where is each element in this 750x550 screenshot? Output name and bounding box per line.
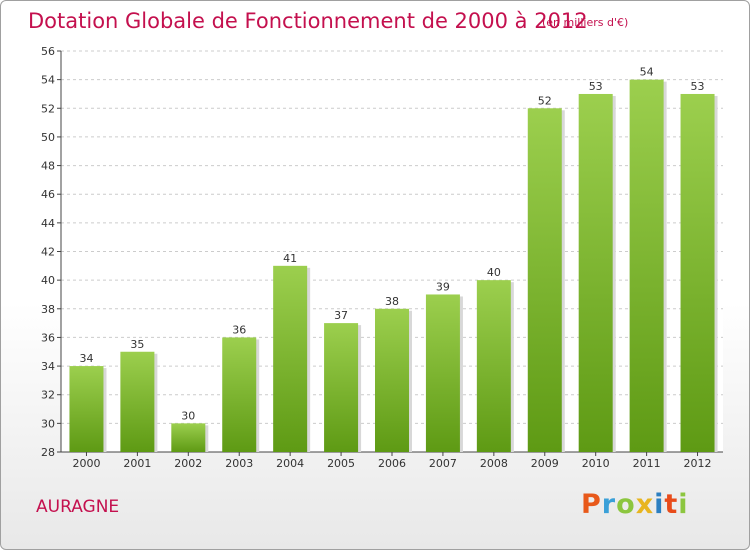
x-tick-label: 2011 bbox=[633, 457, 661, 470]
x-tick-label: 2006 bbox=[378, 457, 406, 470]
data-label: 39 bbox=[436, 280, 450, 293]
bar bbox=[171, 423, 206, 452]
proxiti-logo[interactable]: Proxiti bbox=[581, 489, 689, 520]
data-label: 52 bbox=[538, 94, 552, 107]
x-tick-label: 2008 bbox=[480, 457, 508, 470]
y-tick-label: 30 bbox=[41, 417, 55, 430]
bar bbox=[578, 93, 613, 452]
commune-name: AURAGNE bbox=[36, 497, 120, 517]
data-label: 35 bbox=[130, 338, 144, 351]
bar bbox=[222, 337, 257, 452]
bar bbox=[273, 265, 308, 452]
bar bbox=[69, 366, 104, 452]
x-tick-label: 2001 bbox=[123, 457, 151, 470]
x-tick-label: 2000 bbox=[72, 457, 100, 470]
x-tick-label: 2005 bbox=[327, 457, 355, 470]
x-tick-label: 2003 bbox=[225, 457, 253, 470]
y-tick-label: 32 bbox=[41, 389, 55, 402]
y-tick-label: 36 bbox=[41, 331, 55, 344]
data-label: 40 bbox=[487, 266, 501, 279]
bar bbox=[629, 79, 664, 453]
x-tick-label: 2010 bbox=[582, 457, 610, 470]
y-tick-label: 54 bbox=[41, 74, 55, 87]
brand-letter: i bbox=[654, 489, 665, 520]
y-tick-label: 46 bbox=[41, 188, 55, 201]
y-tick-label: 40 bbox=[41, 274, 55, 287]
y-tick-label: 28 bbox=[41, 446, 55, 459]
data-label: 37 bbox=[334, 309, 348, 322]
brand-letter: r bbox=[601, 489, 617, 520]
bar bbox=[324, 323, 359, 452]
brand-letter: x bbox=[635, 489, 655, 520]
data-label: 36 bbox=[232, 323, 246, 336]
data-label: 53 bbox=[691, 80, 705, 93]
x-tick-label: 2009 bbox=[531, 457, 559, 470]
data-label: 53 bbox=[589, 80, 603, 93]
bar bbox=[425, 294, 460, 452]
y-tick-label: 50 bbox=[41, 131, 55, 144]
y-tick-label: 56 bbox=[41, 45, 55, 58]
data-label: 34 bbox=[79, 352, 93, 365]
brand-letter: o bbox=[616, 489, 636, 520]
data-label: 38 bbox=[385, 295, 399, 308]
x-tick-label: 2007 bbox=[429, 457, 457, 470]
y-tick-label: 38 bbox=[41, 303, 55, 316]
y-tick-label: 44 bbox=[41, 217, 55, 230]
y-tick-label: 34 bbox=[41, 360, 55, 373]
x-tick-label: 2002 bbox=[174, 457, 202, 470]
data-label: 30 bbox=[181, 409, 195, 422]
bar bbox=[527, 108, 562, 453]
y-tick-label: 52 bbox=[41, 102, 55, 115]
chart-subtitle: (en milliers d'€) bbox=[542, 16, 629, 29]
x-tick-label: 2012 bbox=[684, 457, 712, 470]
data-label: 41 bbox=[283, 252, 297, 265]
brand-letter: P bbox=[581, 489, 602, 520]
x-tick-label: 2004 bbox=[276, 457, 304, 470]
bar bbox=[680, 93, 715, 452]
bar bbox=[120, 351, 155, 452]
y-tick-label: 42 bbox=[41, 246, 55, 259]
bar-chart: 28 30 32 34 36 38 40 42 44 46 48 50 52 54 56 34 2000 35 20… bbox=[41, 45, 723, 470]
y-tick-label: 48 bbox=[41, 160, 55, 173]
bar bbox=[476, 280, 511, 452]
bar bbox=[375, 308, 409, 452]
data-label: 54 bbox=[640, 66, 654, 79]
chart-title: Dotation Globale de Fonctionnement de 20… bbox=[28, 9, 588, 33]
brand-letter: t bbox=[664, 489, 679, 520]
brand-letter: i bbox=[678, 489, 689, 520]
